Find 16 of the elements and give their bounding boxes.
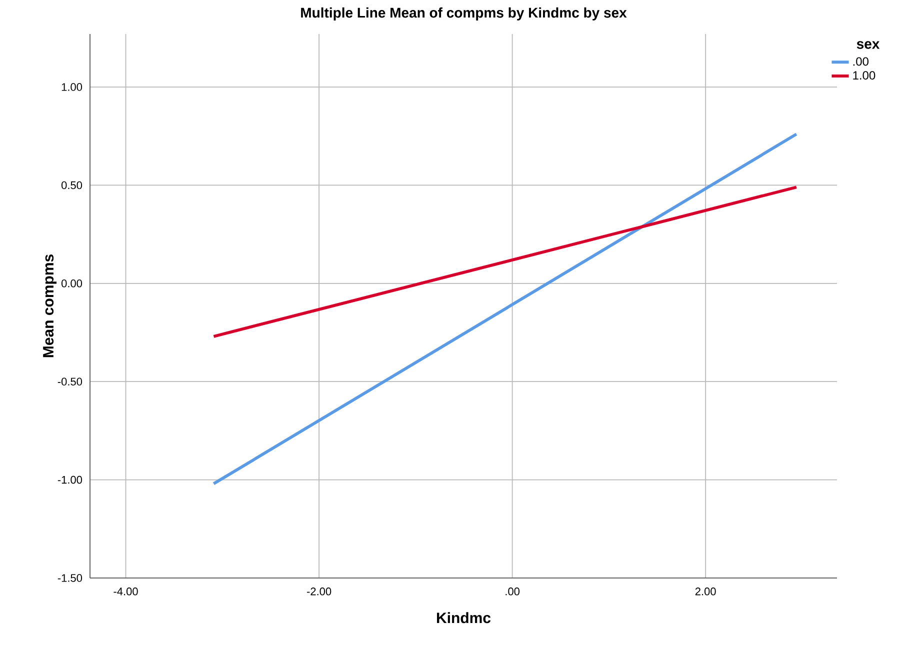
y-axis-title: Mean compms (43, 254, 57, 358)
x-tick-label: 2.00 (695, 588, 716, 596)
y-tick-label: 0.00 (61, 280, 82, 288)
chart-title: Multiple Line Mean of compms by Kindmc by sex (301, 7, 627, 20)
x-axis-title: Kindmc (437, 612, 491, 624)
y-tick-label: -1.50 (58, 574, 82, 582)
x-tick-label: -4.00 (114, 588, 138, 596)
y-tick-label: -0.50 (58, 378, 82, 386)
x-tick-label: .00 (506, 588, 520, 596)
y-tick-label: -1.00 (58, 476, 82, 484)
legend-title: sex (856, 41, 880, 49)
x-tick-label: -2.00 (306, 588, 332, 596)
legend-label: .00 (853, 57, 868, 66)
legend-label: 1.00 (853, 71, 876, 80)
y-tick-label: 0.50 (61, 181, 82, 190)
y-tick-label: 1.00 (62, 83, 82, 91)
